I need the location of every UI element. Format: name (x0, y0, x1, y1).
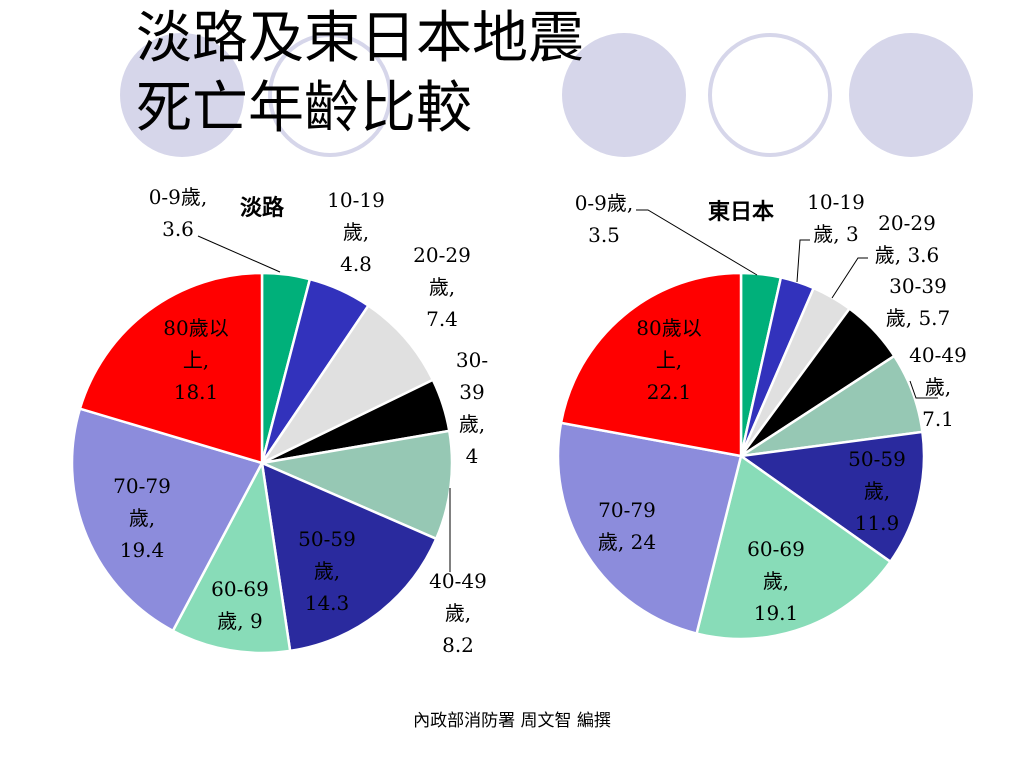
pie0-label-0-9: 0-9歲, 3.6 (149, 185, 208, 241)
deco-circle-2 (268, 33, 392, 157)
pie0-label-10-19: 10-19 歲, 4.8 (327, 188, 385, 276)
pie0-label-70-79: 70-79 歲, 19.4 (113, 474, 171, 562)
pie0-label-80-plus: 80歲以上, 18.1 (163, 316, 228, 404)
pie0-label-60-69: 60-69 歲, 9 (211, 577, 269, 633)
deco-circle-4 (708, 33, 832, 157)
deco-circle-5 (849, 33, 973, 157)
pie0-label-40-49: 40-49 歲, 8.2 (429, 569, 487, 657)
deco-circle-1 (120, 33, 244, 157)
pie1-label-40-49: 40-49 歲, 7.1 (909, 343, 967, 431)
slide-title-line-1: 淡路及東日本地震 (136, 6, 584, 71)
deco-circle-3 (562, 33, 686, 157)
slide-title: 淡路及東日本地震 死亡年齡比較 (136, 4, 584, 144)
pie1-label-10-19: 10-19 歲, 3 (807, 190, 865, 246)
pie0-slice-70-79 (70, 407, 264, 633)
pie-chart-awaji: 淡路 0-9歲, 3.6 10-19 歲, 4.8 20-29 歲, 7.4 30-39 歲, 4 40… (70, 185, 488, 657)
pie0-slice-80-plus (78, 271, 264, 465)
pie-chart-east-japan: 東日本 0-9歲, 3.5 10-19 歲, 3 20-29 歲, 3.6 30-39 歲, 5… (556, 190, 967, 641)
pie1-label-30-39: 30-39 歲, 5.7 (886, 274, 951, 330)
pie0-slice-40-49 (257, 429, 454, 541)
pie1-label-70-79: 70-79 歲, 24 (598, 498, 656, 554)
pie1-leader-0-9 (636, 209, 758, 276)
pie0-slice-20-29 (258, 303, 435, 467)
pie1-label-20-29: 20-29 歲, 3.6 (875, 211, 940, 267)
slide-title-line-2: 死亡年齡比較 (136, 76, 472, 141)
pie0-label-20-29: 20-29 歲, 7.4 (413, 243, 471, 331)
pie0-slice-50-59 (260, 460, 438, 653)
pie0-slice-60-69 (171, 459, 292, 655)
pie0-label-30-39: 30-39 歲, 4 (456, 348, 488, 468)
pie0-label-50-59: 50-59 歲, 14.3 (298, 527, 356, 615)
pie1-leader-40-49 (909, 380, 938, 399)
pie1-label-60-69: 60-69 歲, 19.1 (747, 537, 805, 625)
pie1-label-80-plus: 80歲以上, 22.1 (636, 316, 701, 404)
pie1-slice-80-plus (559, 271, 743, 458)
pie0-leader-0-9 (197, 235, 281, 273)
pie1-leader-10-19 (796, 239, 810, 283)
pie1-slice-60-69 (695, 453, 893, 641)
pie1-leader-20-29 (831, 257, 868, 299)
pie1-title: 東日本 (708, 199, 774, 225)
pie1-slice-70-79 (556, 421, 743, 636)
credit-text: 內政部消防署 周文智 編撰 (413, 711, 611, 731)
pie1-label-50-59: 50-59 歲, 11.9 (848, 447, 906, 535)
pie1-label-0-9: 0-9歲, 3.5 (575, 191, 634, 247)
pie0-title: 淡路 (240, 195, 285, 221)
pie1-slice-50-59 (737, 430, 926, 564)
